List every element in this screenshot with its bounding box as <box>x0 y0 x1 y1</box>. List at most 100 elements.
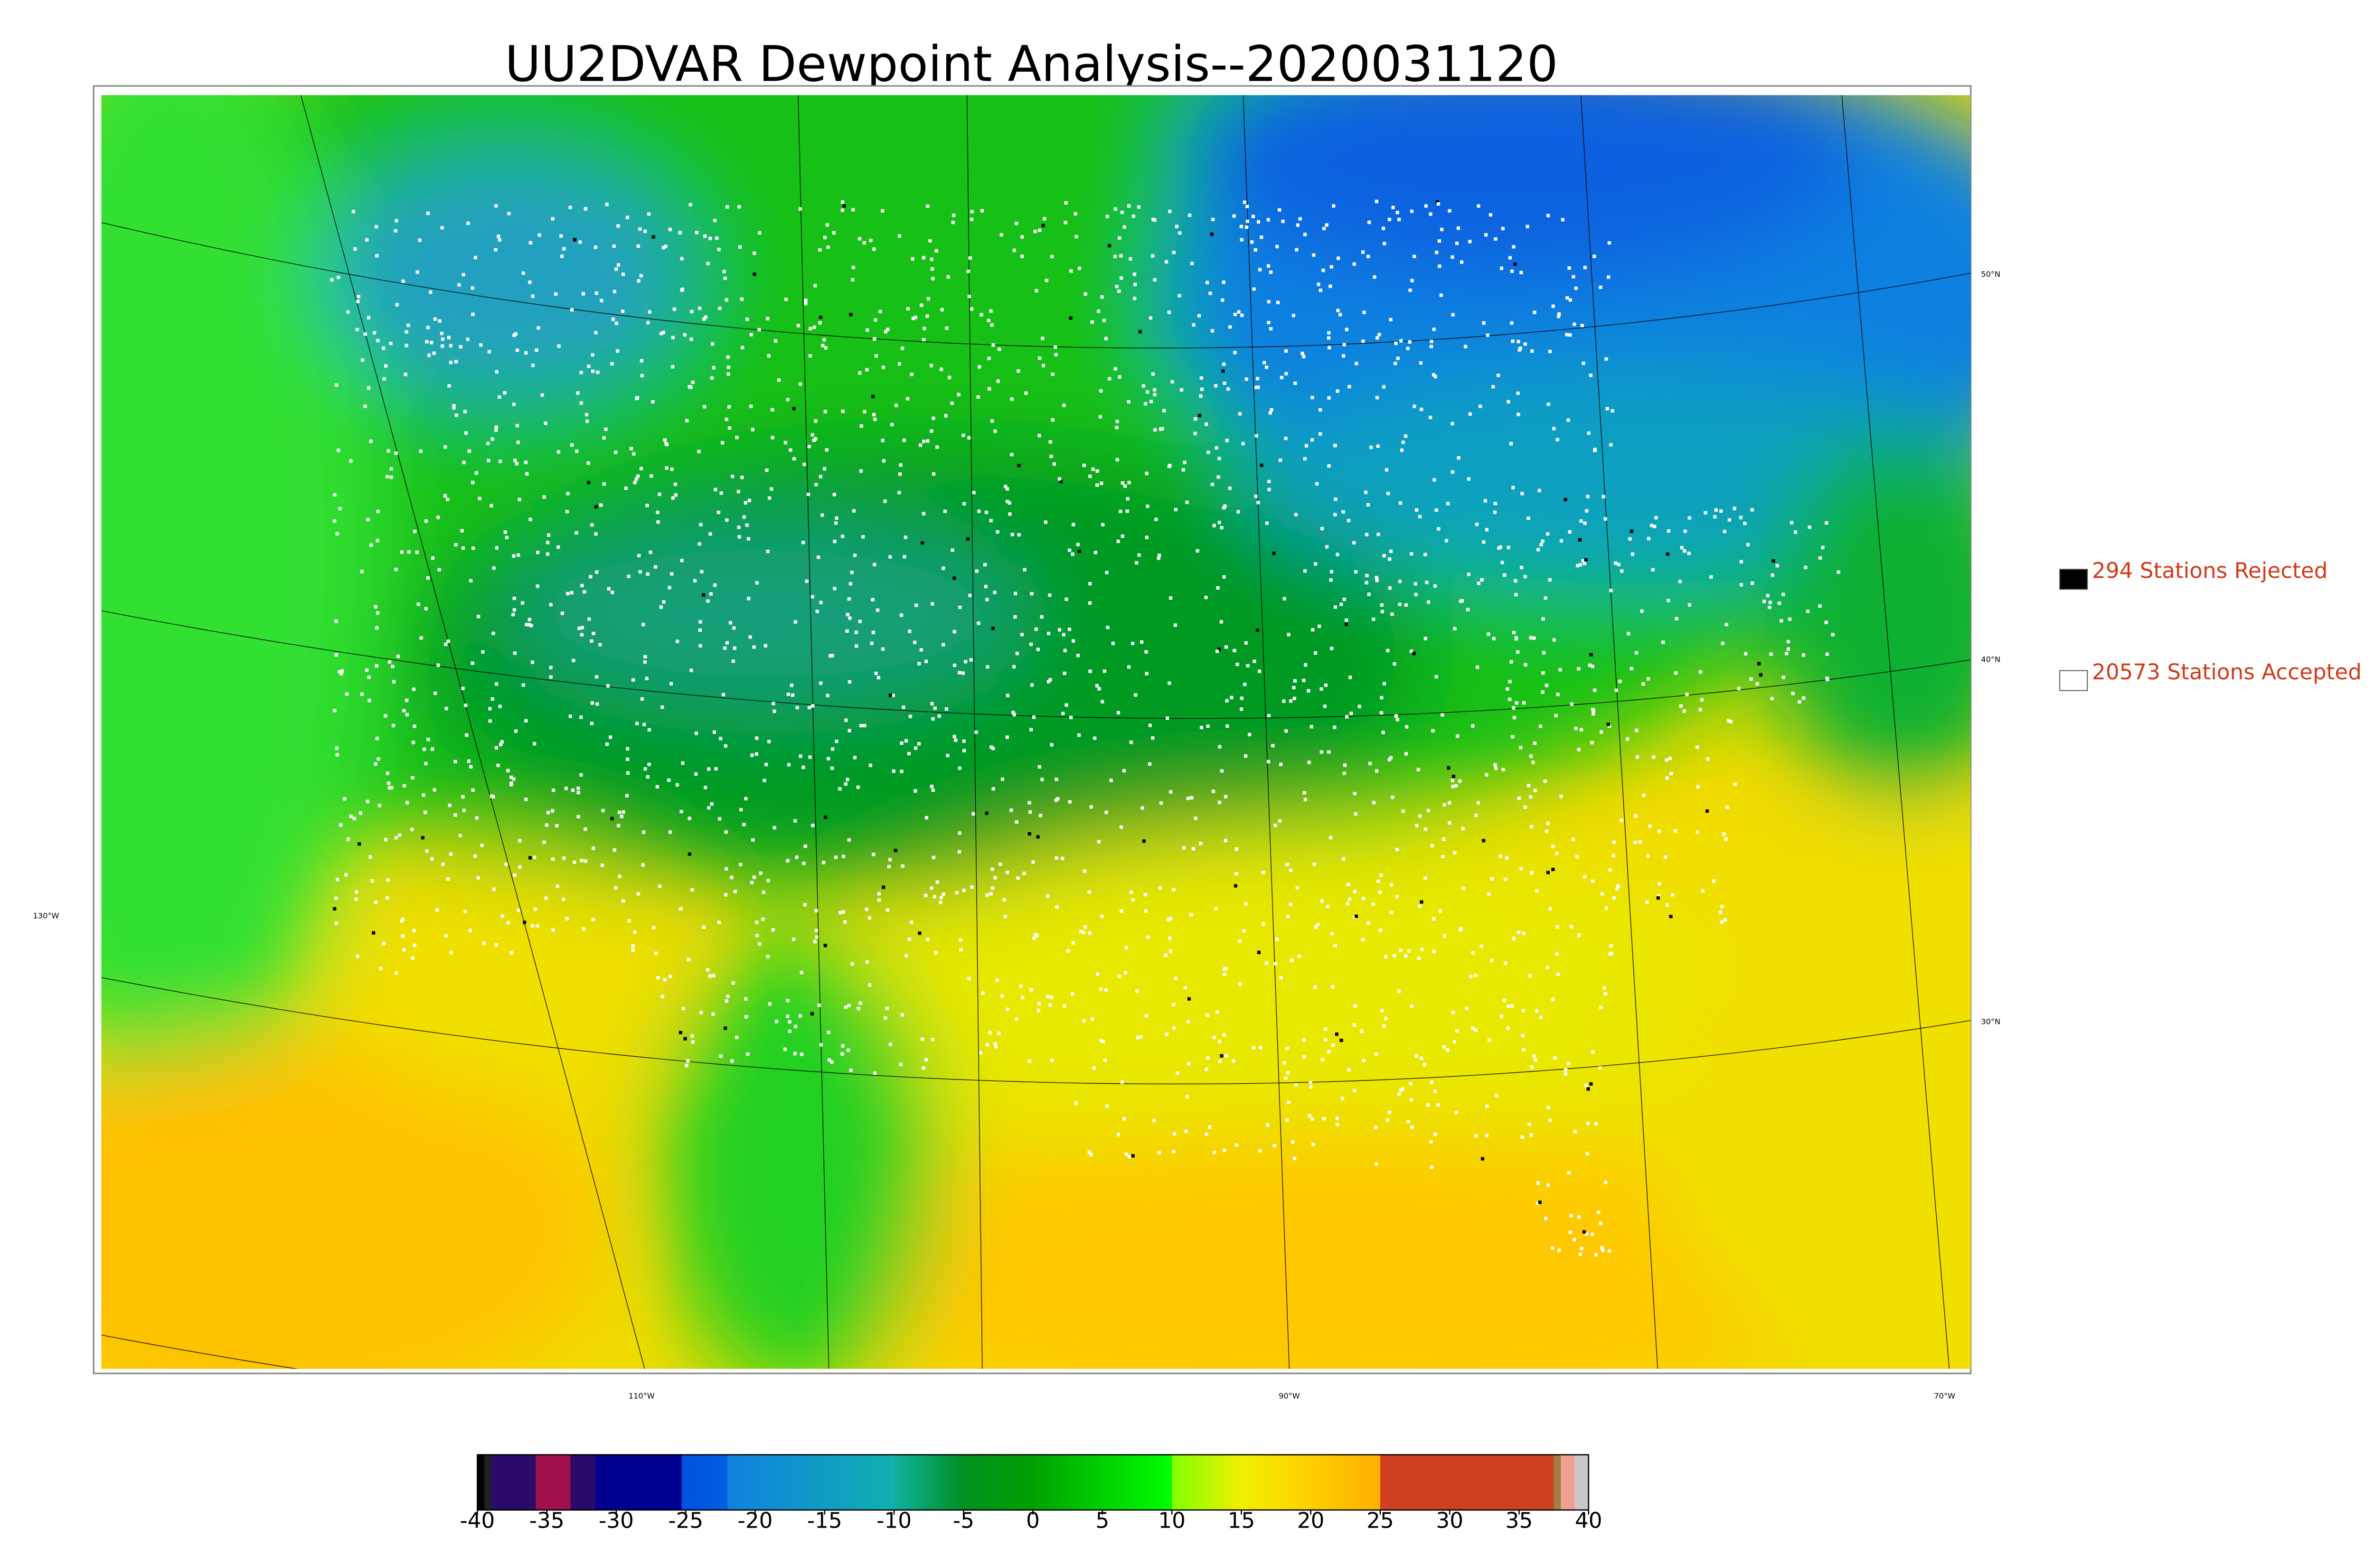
station-dot <box>1548 349 1552 353</box>
station-dot <box>1647 536 1650 541</box>
station-dot <box>529 624 533 628</box>
station-dot <box>1512 716 1517 720</box>
station-dot <box>932 416 935 420</box>
station-dot <box>1750 508 1754 512</box>
station-dot <box>790 684 793 687</box>
station-dot <box>1474 974 1478 977</box>
station-dot <box>1520 492 1524 496</box>
station-dot <box>710 376 714 380</box>
station-dot <box>673 482 677 486</box>
station-dot <box>721 441 725 445</box>
station-dot <box>913 640 917 644</box>
station-dot <box>1420 407 1423 411</box>
station-dot <box>894 404 898 407</box>
station-dot <box>465 733 469 737</box>
station-dot <box>638 227 642 231</box>
station-dot <box>819 315 823 319</box>
station-dot <box>1194 417 1197 421</box>
station-dot <box>712 366 716 370</box>
station-dot <box>924 1058 928 1061</box>
station-dot <box>793 1024 798 1028</box>
station-dot <box>656 520 660 524</box>
station-dot <box>884 330 888 334</box>
station-dot <box>1414 592 1418 597</box>
station-dot <box>498 238 501 242</box>
station-dot <box>1578 538 1582 542</box>
colorbar-tick-label: 5 <box>1095 1508 1109 1533</box>
station-dot <box>793 819 797 823</box>
station-dot <box>1083 925 1087 929</box>
station-dot <box>494 943 498 947</box>
colorbar-segment <box>536 1455 571 1510</box>
station-dot <box>959 948 963 952</box>
station-dot <box>994 1045 998 1049</box>
station-dot <box>1467 477 1470 481</box>
station-dot <box>819 475 822 479</box>
station-dot <box>865 368 869 372</box>
station-dot <box>1657 829 1661 833</box>
station-dot <box>471 286 474 290</box>
station-dot <box>1661 640 1665 644</box>
colorbar-tick-label: 10 <box>1158 1508 1186 1533</box>
station-dot <box>844 782 848 786</box>
station-dot <box>1164 260 1168 264</box>
station-dot <box>1328 284 1332 288</box>
station-dot <box>629 447 633 451</box>
station-dot <box>1336 309 1340 312</box>
station-dot <box>524 719 528 723</box>
station-dot <box>1750 581 1754 585</box>
station-dot <box>958 766 961 770</box>
station-dot <box>1580 1247 1583 1250</box>
station-dot <box>808 705 811 710</box>
station-dot <box>1302 678 1306 682</box>
station-dot <box>1376 444 1380 448</box>
station-dot <box>679 810 683 814</box>
station-dot <box>1226 387 1230 391</box>
station-dot <box>690 1034 694 1038</box>
station-dot <box>841 535 845 538</box>
station-dot <box>1408 288 1412 292</box>
station-dot <box>856 785 860 789</box>
station-dot <box>1258 268 1262 272</box>
colorbar-tick-label: -15 <box>807 1508 842 1533</box>
station-dot <box>854 630 858 634</box>
station-dot <box>524 798 528 801</box>
station-dot <box>498 395 501 399</box>
station-dot <box>663 438 667 442</box>
station-dot <box>1485 1134 1488 1137</box>
station-dot <box>1310 438 1314 442</box>
station-dot <box>1379 873 1383 877</box>
station-dot <box>587 617 591 621</box>
station-dot <box>1590 741 1594 744</box>
station-dot <box>1345 622 1348 626</box>
station-dot <box>515 348 519 352</box>
station-dot <box>1539 543 1543 547</box>
station-dot <box>1821 545 1825 549</box>
station-dot <box>1220 1054 1224 1058</box>
station-dot <box>759 871 763 875</box>
station-dot <box>1574 286 1578 290</box>
station-dot <box>643 767 647 771</box>
station-dot <box>1238 939 1242 943</box>
station-dot <box>1292 685 1296 690</box>
station-dot <box>750 753 754 757</box>
station-dot <box>404 373 407 376</box>
station-dot <box>747 498 751 502</box>
station-dot <box>1242 929 1246 933</box>
station-dot <box>1216 475 1220 479</box>
station-dot <box>1362 310 1366 314</box>
station-dot <box>1222 575 1226 579</box>
station-dot <box>500 740 504 744</box>
station-dot <box>727 426 732 430</box>
station-dot <box>384 838 387 842</box>
station-dot <box>1093 551 1097 554</box>
station-dot <box>1391 795 1394 799</box>
station-dot <box>892 769 895 773</box>
station-dot <box>1069 316 1073 320</box>
station-dot <box>1420 1056 1423 1060</box>
station-dot <box>1173 623 1178 627</box>
station-dot <box>703 234 707 238</box>
station-dot <box>1145 471 1149 475</box>
station-dot <box>699 1011 703 1014</box>
station-dot <box>842 204 846 208</box>
